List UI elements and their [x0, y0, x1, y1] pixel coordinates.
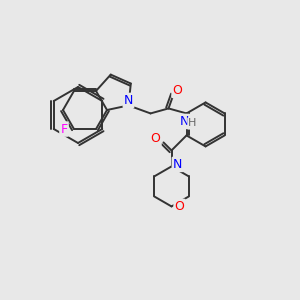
- Text: F: F: [60, 123, 68, 136]
- Text: N: N: [124, 94, 133, 107]
- Text: O: O: [151, 132, 160, 145]
- Text: O: O: [175, 200, 184, 213]
- Text: N: N: [180, 115, 189, 128]
- Text: O: O: [172, 84, 182, 97]
- Text: N: N: [173, 158, 182, 171]
- Text: H: H: [188, 118, 197, 128]
